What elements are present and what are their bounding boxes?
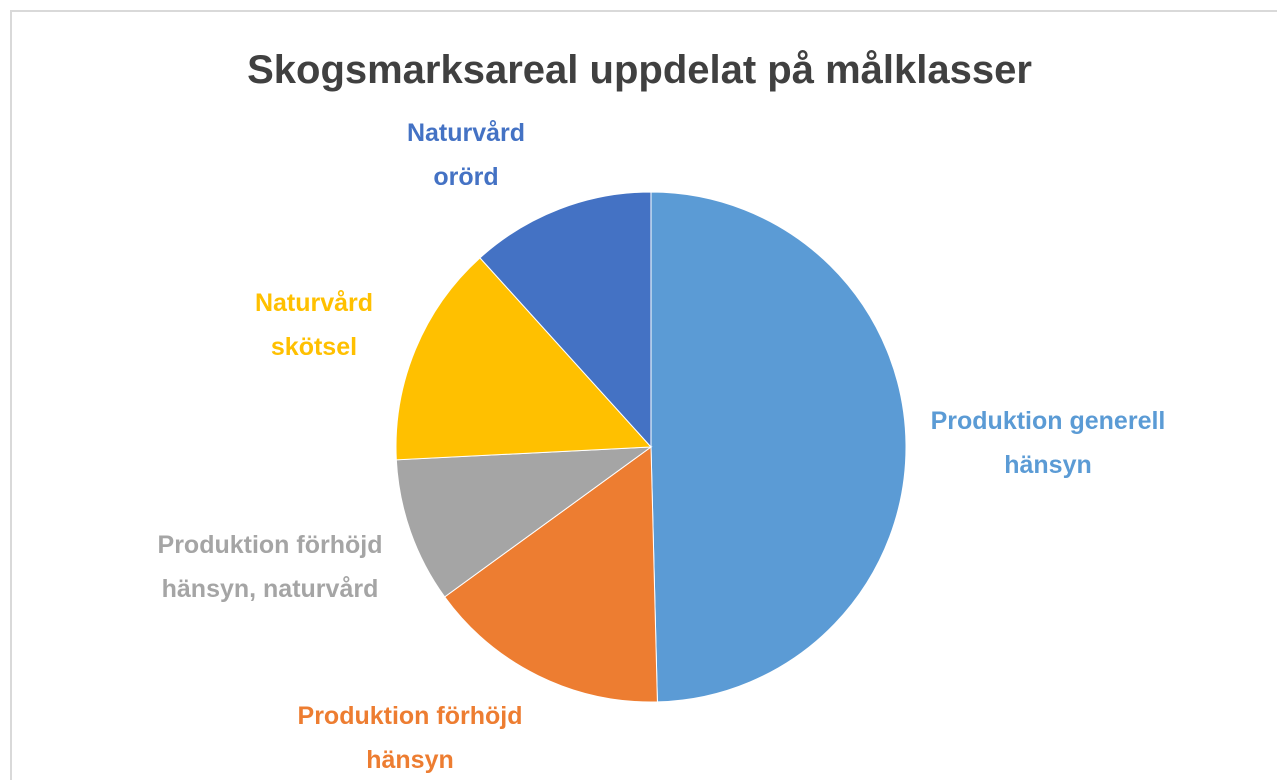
pie-slice <box>650 191 907 703</box>
slice-label: Naturvård skötsel <box>254 289 374 361</box>
slice-label: Produktion förhöjd hänsyn <box>297 702 523 774</box>
pie-slice <box>395 446 653 598</box>
slice-label: Produktion förhöjd hänsyn, naturvård <box>157 531 383 603</box>
chart-title: Skogsmarksareal uppdelat på målklasser <box>247 48 1032 92</box>
slice-label: Naturvård orörd <box>406 119 526 191</box>
pie-slice <box>444 446 658 703</box>
pie-slice <box>395 257 653 461</box>
pie-slice <box>479 191 652 449</box>
slice-label: Produktion generell hänsyn <box>930 407 1166 479</box>
